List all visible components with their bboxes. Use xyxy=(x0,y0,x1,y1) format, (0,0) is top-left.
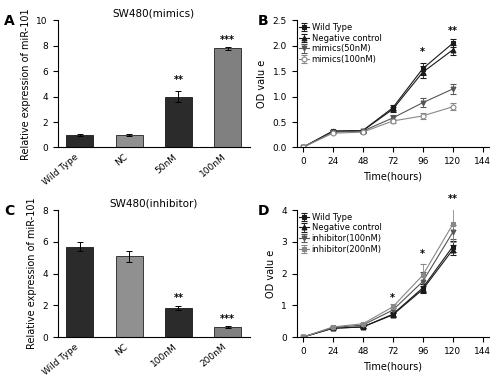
Bar xyxy=(116,256,142,337)
Bar xyxy=(116,135,142,147)
Text: **: ** xyxy=(174,75,184,85)
X-axis label: Time(hours): Time(hours) xyxy=(363,362,422,372)
Legend: Wild Type, Negative control, mimics(50nM), mimics(100nM): Wild Type, Negative control, mimics(50nM… xyxy=(298,22,382,65)
Text: B: B xyxy=(258,14,268,28)
Text: *: * xyxy=(420,249,425,259)
Y-axis label: OD valu e: OD valu e xyxy=(266,249,276,298)
Bar xyxy=(165,97,192,147)
Y-axis label: Relative expression of miR-101: Relative expression of miR-101 xyxy=(21,8,31,160)
Text: **: ** xyxy=(448,26,458,36)
Text: *: * xyxy=(420,47,425,57)
Text: ***: *** xyxy=(220,35,235,45)
Text: C: C xyxy=(4,204,14,218)
Bar xyxy=(66,247,94,337)
Y-axis label: Relative expression of miR-101: Relative expression of miR-101 xyxy=(26,198,36,350)
Text: A: A xyxy=(4,14,14,28)
Text: **: ** xyxy=(448,194,458,204)
Bar xyxy=(214,49,241,147)
Title: SW480(inhibitor): SW480(inhibitor) xyxy=(110,198,198,208)
Title: SW480(mimics): SW480(mimics) xyxy=(112,8,195,18)
Text: D: D xyxy=(258,204,270,218)
Text: **: ** xyxy=(174,293,184,303)
Legend: Wild Type, Negative control, inhibitor(100nM), inhibitor(200nM): Wild Type, Negative control, inhibitor(1… xyxy=(298,212,382,254)
Bar xyxy=(214,327,241,337)
Bar xyxy=(165,308,192,337)
Bar xyxy=(66,135,94,147)
Text: ***: *** xyxy=(220,314,235,324)
X-axis label: Time(hours): Time(hours) xyxy=(363,172,422,182)
Y-axis label: OD valu e: OD valu e xyxy=(257,60,267,108)
Text: *: * xyxy=(390,293,395,303)
